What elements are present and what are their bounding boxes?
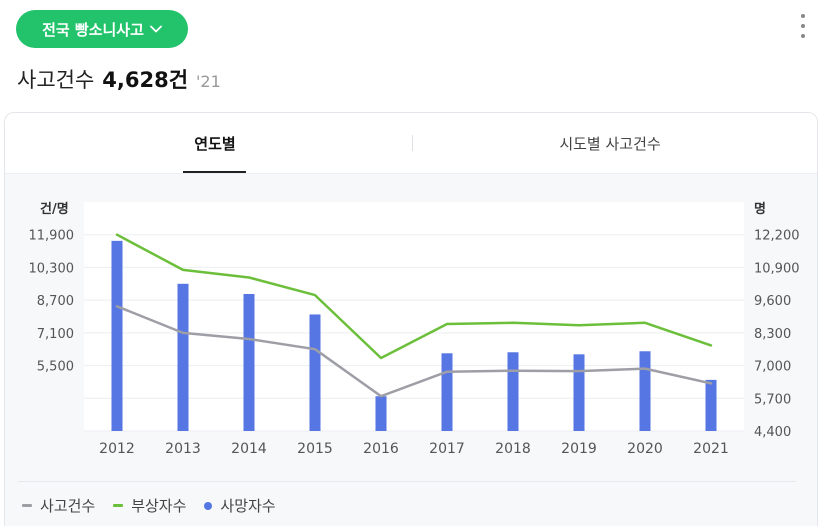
chevron-down-icon	[150, 25, 162, 33]
legend-swatch	[113, 504, 124, 507]
more-dot	[801, 14, 805, 18]
x-axis-tick-label: 2021	[693, 441, 729, 457]
summary-value: 4,628건	[102, 68, 189, 92]
x-axis-tick-label: 2015	[297, 441, 333, 457]
summary-headline: 사고건수 4,628건 '21	[17, 64, 221, 96]
left-axis-unit: 건/명	[40, 201, 69, 217]
bar-deaths	[309, 314, 321, 431]
right-axis-tick-label: 7,000	[754, 360, 791, 375]
legend-item: 사망자수	[204, 495, 276, 516]
x-axis-tick-label: 2016	[363, 441, 399, 457]
plot-area	[84, 202, 744, 431]
right-axis-tick-label: 8,300	[754, 327, 791, 342]
right-axis-tick-label: 4,400	[754, 425, 791, 440]
right-axis-tick-label: 5,700	[754, 392, 791, 407]
right-axis-unit: 명	[754, 201, 766, 217]
left-axis-tick-label: 5,500	[37, 360, 74, 375]
tab-yearly[interactable]: 연도별	[194, 134, 236, 153]
more-dot	[801, 24, 805, 28]
legend-label: 사고건수	[40, 497, 96, 515]
chart-legend: 사고건수 부상자수 사망자수	[22, 495, 294, 516]
legend-divider	[18, 481, 796, 482]
legend-item: 부상자수	[113, 495, 186, 516]
right-axis-tick-label: 12,200	[754, 229, 800, 244]
bar-deaths	[639, 351, 651, 431]
line-injured	[115, 233, 713, 360]
legend-label: 사망자수	[220, 497, 276, 515]
left-axis-tick-label: 10,300	[29, 261, 75, 276]
bar-deaths	[705, 379, 717, 431]
bar-deaths	[573, 354, 585, 431]
x-axis-tick-label: 2018	[495, 441, 531, 457]
x-axis-tick-label: 2013	[165, 441, 201, 457]
tab-bar: 연도별 시도별 사고건수	[5, 113, 817, 174]
right-axis-tick-label: 9,600	[754, 294, 791, 309]
active-tab-indicator	[183, 171, 246, 173]
x-axis-tick-label: 2020	[627, 441, 663, 457]
legend-swatch	[22, 504, 32, 507]
summary-year: '21	[196, 72, 221, 91]
x-axis-tick-label: 2017	[429, 441, 465, 457]
summary-label: 사고건수	[17, 68, 95, 92]
bar-deaths	[441, 353, 453, 431]
legend-item: 사고건수	[22, 495, 95, 516]
left-axis-tick-label: 8,700	[37, 294, 74, 309]
right-axis-tick-label: 10,900	[754, 261, 800, 276]
bar-deaths	[177, 283, 189, 431]
more-dot	[801, 34, 805, 38]
region-filter-label: 전국 빵소니사고	[42, 20, 144, 39]
bar-deaths	[375, 396, 387, 431]
bar-deaths	[111, 240, 123, 431]
legend-label: 부상자수	[131, 497, 187, 515]
bar-deaths	[243, 294, 255, 431]
left-axis-tick-label: 7,100	[37, 327, 74, 342]
left-axis-tick-label: 11,900	[29, 229, 75, 244]
region-filter-button[interactable]: 전국 빵소니사고	[16, 10, 188, 48]
bar-deaths	[507, 352, 519, 431]
x-axis-tick-label: 2019	[561, 441, 597, 457]
x-axis-tick-label: 2012	[99, 441, 135, 457]
tab-by-region[interactable]: 시도별 사고건수	[559, 134, 661, 153]
tab-divider	[412, 135, 413, 151]
more-options-icon[interactable]	[796, 14, 810, 38]
legend-swatch	[204, 501, 213, 510]
x-axis-tick-label: 2014	[231, 441, 267, 457]
line-accidents	[115, 305, 713, 398]
